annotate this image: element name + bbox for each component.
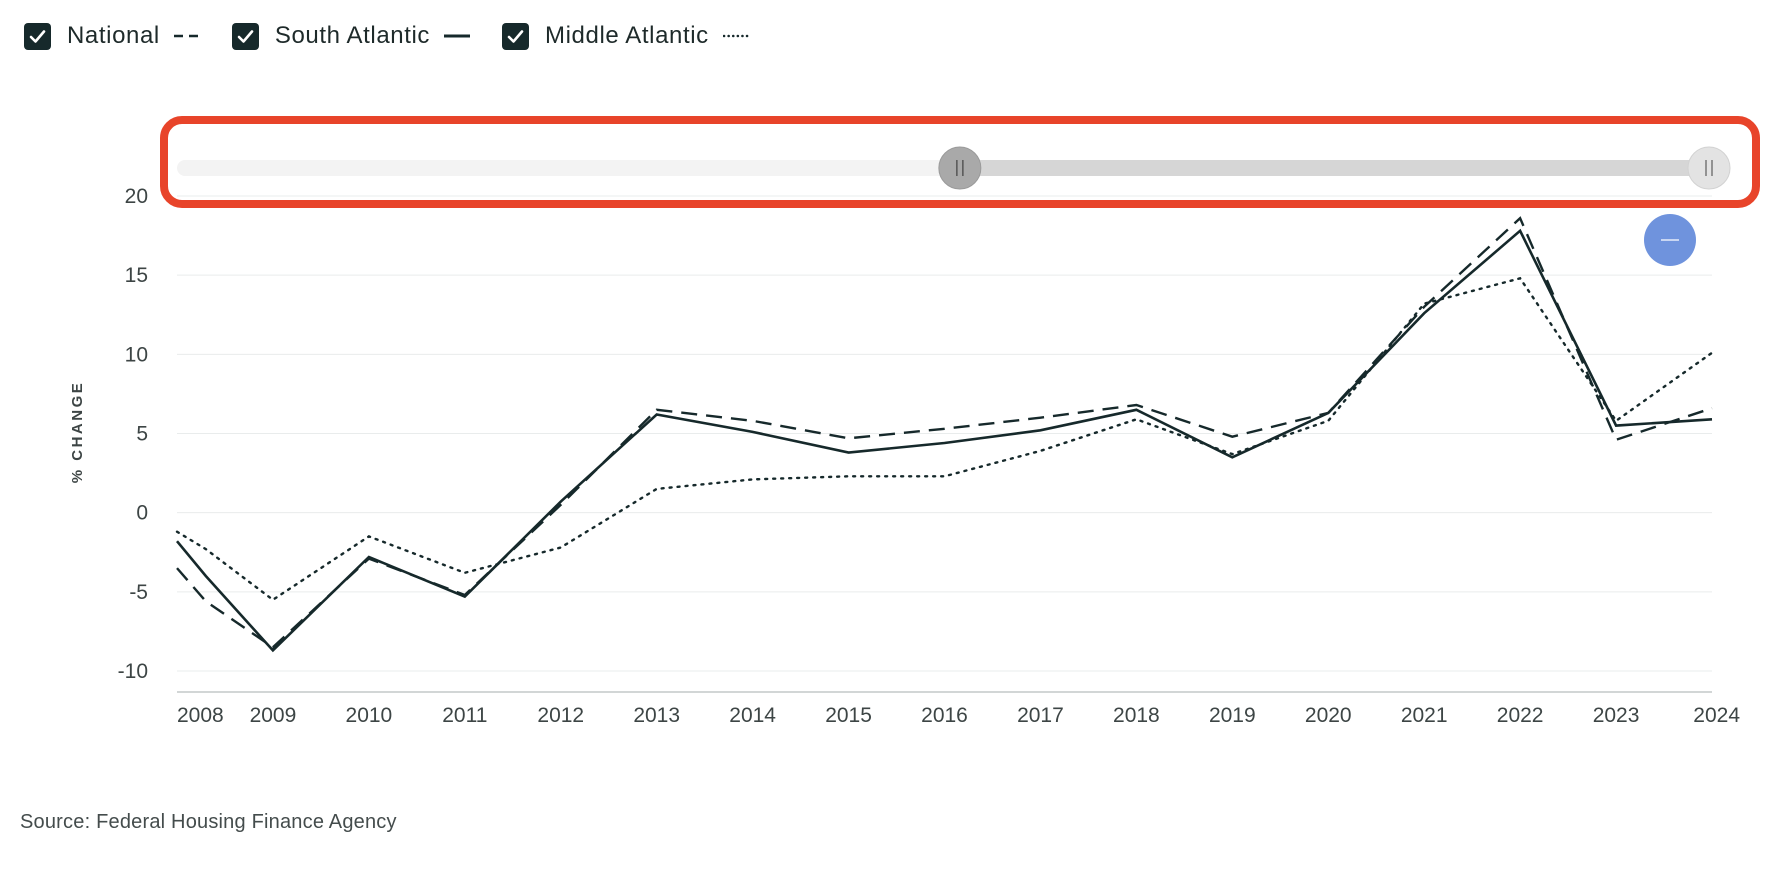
x-tick-label: 2013	[633, 704, 680, 727]
source-note: Source: Federal Housing Finance Agency	[20, 811, 397, 833]
grid-lines	[177, 195, 1712, 672]
x-tick-label: 2014	[729, 704, 776, 727]
dotted-line-swatch	[722, 34, 751, 38]
legend-label-south-atlantic: South Atlantic	[274, 22, 431, 49]
y-axis-label: % CHANGE	[69, 381, 86, 484]
x-tick-label: 2017	[1017, 704, 1064, 727]
x-tick-label: 2012	[537, 704, 584, 727]
chart-legend: National South Atlantic Middle Atlantic	[24, 20, 783, 52]
y-tick-label: 10	[125, 343, 148, 366]
x-tick-label: 2008	[177, 704, 224, 727]
x-tick-label: 2016	[921, 704, 968, 727]
slider-handle-start[interactable]	[938, 146, 982, 190]
y-axis-ticks: 20 15 10 5 0 -5 -10	[118, 185, 148, 683]
y-tick-label: -10	[118, 660, 148, 683]
series-line-middle-atlantic	[175, 276, 1714, 602]
x-tick-label: 2018	[1113, 704, 1160, 727]
y-tick-label: 5	[136, 423, 148, 446]
y-tick-label: 0	[136, 502, 148, 525]
grip-icon	[1705, 160, 1713, 176]
x-axis-ticks: 2008 2009 2010 2011 2012 2013 2014 2015 2016 2017…	[177, 704, 1740, 727]
y-tick-label: 15	[125, 264, 148, 287]
series-line-south-atlantic	[175, 228, 1713, 653]
dashed-line-swatch	[173, 34, 200, 38]
legend-item-south-atlantic[interactable]: South Atlantic	[231, 22, 471, 50]
x-tick-label: 2023	[1593, 704, 1640, 727]
legend-item-middle-atlantic[interactable]: Middle Atlantic	[502, 22, 751, 50]
x-tick-label: 2010	[346, 704, 393, 727]
series-lines	[175, 216, 1714, 653]
slider-selected-range[interactable]	[959, 160, 1712, 176]
check-icon[interactable]	[502, 22, 530, 50]
legend-item-national[interactable]: National	[24, 22, 200, 50]
x-tick-label: 2011	[442, 704, 487, 727]
range-slider[interactable]	[160, 116, 1760, 208]
legend-label-national: National	[67, 22, 160, 49]
series-line-national	[176, 216, 1713, 649]
slider-handle-start-knob[interactable]	[938, 146, 982, 190]
zoom-out-button[interactable]	[1644, 214, 1696, 266]
check-icon[interactable]	[231, 22, 259, 50]
slider-annotation-box	[160, 116, 1760, 208]
y-tick-label: -5	[129, 581, 148, 604]
x-tick-label: 2021	[1401, 704, 1448, 727]
x-tick-label: 2022	[1497, 704, 1544, 727]
solid-line-swatch	[444, 34, 471, 38]
slider-handle-end[interactable]	[1687, 146, 1731, 190]
y-tick-label: 20	[125, 185, 148, 208]
x-tick-label: 2009	[250, 704, 297, 727]
x-tick-label: 2015	[825, 704, 872, 727]
legend-label-middle-atlantic: Middle Atlantic	[545, 22, 709, 49]
x-tick-label: 2019	[1209, 704, 1256, 727]
x-tick-label: 2024	[1693, 704, 1740, 727]
slider-handle-end-knob[interactable]	[1687, 146, 1731, 190]
x-tick-label: 2020	[1305, 704, 1352, 727]
grip-icon	[956, 160, 964, 176]
check-icon[interactable]	[24, 22, 51, 50]
